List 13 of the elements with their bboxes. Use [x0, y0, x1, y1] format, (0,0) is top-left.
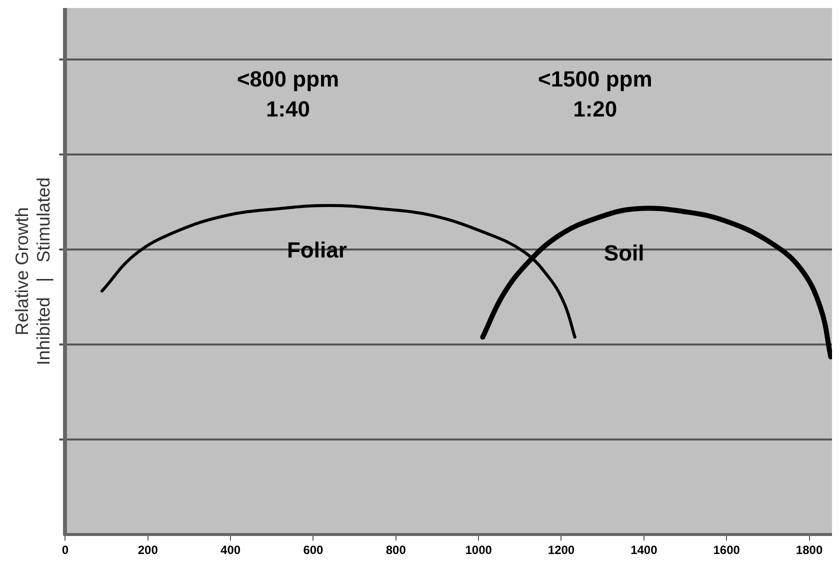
x-tick-label: 1000 — [465, 543, 492, 558]
x-tick-label: 800 — [386, 543, 406, 558]
x-tick-label: 400 — [220, 543, 241, 558]
x-tick-label: 0 — [62, 543, 69, 558]
x-tick-label: 1200 — [548, 543, 575, 558]
x-tick-label: 200 — [138, 543, 158, 558]
y-axis-title: Relative Growth Inhibited | Stimulated — [12, 177, 54, 366]
text: <1500 ppm 1:20 — [538, 66, 652, 122]
x-tick-label: 600 — [303, 543, 324, 558]
x-tick-label: 1800 — [796, 543, 823, 558]
text: <800 ppm 1:40 — [236, 66, 340, 122]
x-tick-label: 1400 — [630, 543, 658, 558]
x-tick-label: 1600 — [713, 543, 740, 558]
